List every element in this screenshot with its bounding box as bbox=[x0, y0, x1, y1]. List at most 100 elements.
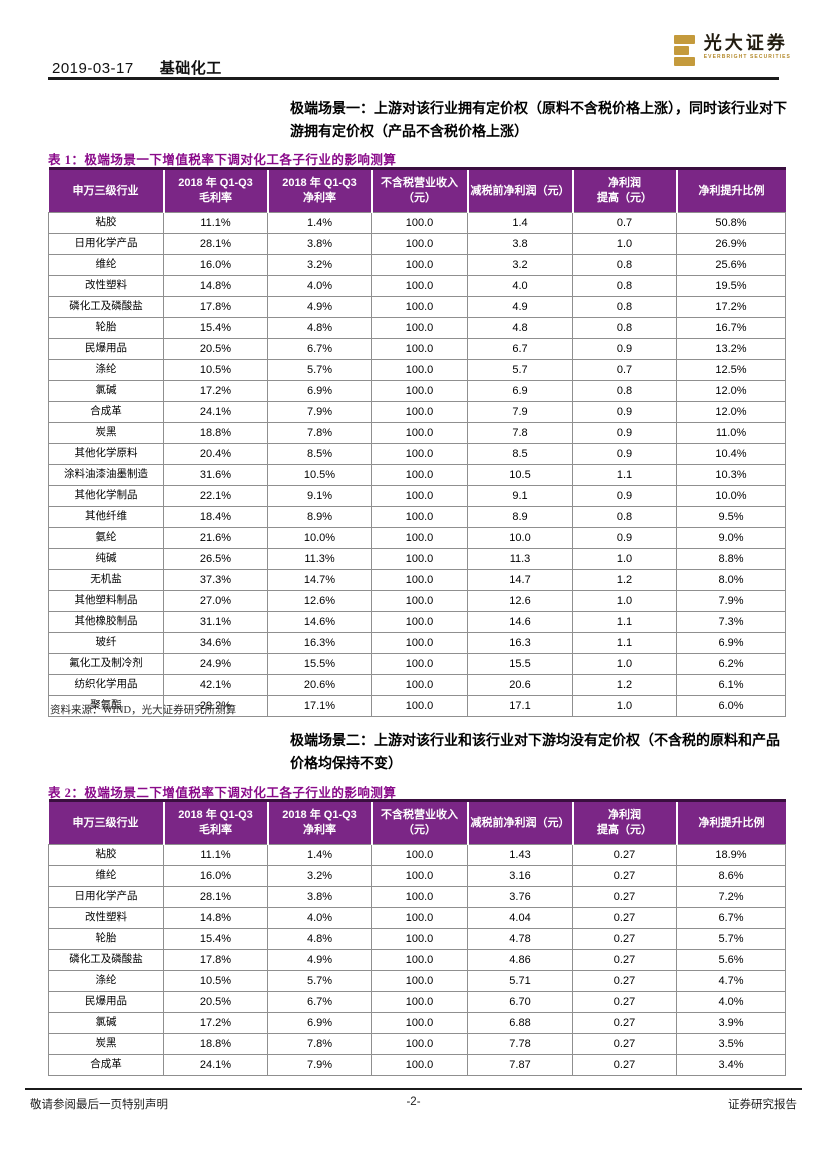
value-cell: 100.0 bbox=[371, 632, 468, 654]
table-row: 聚氨酯 29.2% 17.1% 100.0 17.1 1.0 6.0% bbox=[48, 695, 786, 717]
value-cell: 12.0% bbox=[676, 380, 786, 402]
industry-cell: 轮胎 bbox=[48, 928, 164, 950]
value-cell: 10.5 bbox=[467, 464, 573, 486]
logo-name-cn: 光大证券 bbox=[703, 33, 788, 53]
value-cell: 31.1% bbox=[163, 611, 268, 633]
value-cell: 8.9% bbox=[267, 506, 372, 528]
value-cell: 100.0 bbox=[371, 464, 468, 486]
industry-cell: 其他化学制品 bbox=[48, 485, 164, 507]
table-row: 涤纶 10.5% 5.7% 100.0 5.7 0.7 12.5% bbox=[48, 359, 786, 381]
value-cell: 100.0 bbox=[371, 401, 468, 423]
value-cell: 4.9% bbox=[267, 949, 372, 971]
value-cell: 17.8% bbox=[163, 296, 268, 318]
value-cell: 100.0 bbox=[371, 254, 468, 276]
value-cell: 4.0% bbox=[267, 275, 372, 297]
value-cell: 3.5% bbox=[676, 1033, 786, 1055]
value-cell: 6.1% bbox=[676, 674, 786, 696]
value-cell: 1.4% bbox=[267, 212, 372, 234]
table-row: 纺织化学用品 42.1% 20.6% 100.0 20.6 1.2 6.1% bbox=[48, 674, 786, 696]
value-cell: 15.4% bbox=[163, 317, 268, 339]
value-cell: 11.3% bbox=[267, 548, 372, 570]
value-cell: 0.9 bbox=[572, 422, 677, 444]
value-cell: 3.8 bbox=[467, 233, 573, 255]
value-cell: 11.3 bbox=[467, 548, 573, 570]
column-header: 不含税营业收入 （元） bbox=[370, 167, 468, 213]
logo-text-block: 光大证券 EVERBRIGHT SECURITIES bbox=[704, 34, 791, 60]
value-cell: 0.9 bbox=[572, 401, 677, 423]
column-header: 2018 年 Q1-Q3 毛利率 bbox=[162, 799, 268, 845]
industry-cell: 氯碱 bbox=[48, 380, 164, 402]
value-cell: 3.2% bbox=[267, 865, 372, 887]
value-cell: 6.70 bbox=[467, 991, 573, 1013]
value-cell: 100.0 bbox=[371, 907, 468, 929]
value-cell: 6.7 bbox=[467, 338, 573, 360]
industry-cell: 磷化工及磷酸盐 bbox=[48, 949, 164, 971]
scenario-two-text: 极端场景二：上游对该行业和该行业对下游均没有定价权（不含税的原料和产品价格均保持… bbox=[290, 734, 780, 772]
value-cell: 4.78 bbox=[467, 928, 573, 950]
value-cell: 4.04 bbox=[467, 907, 573, 929]
value-cell: 7.9% bbox=[267, 1054, 372, 1076]
table-row: 民爆用品 20.5% 6.7% 100.0 6.70 0.27 4.0% bbox=[48, 991, 786, 1013]
value-cell: 6.88 bbox=[467, 1012, 573, 1034]
value-cell: 4.86 bbox=[467, 949, 573, 971]
value-cell: 10.5% bbox=[267, 464, 372, 486]
column-header: 2018 年 Q1-Q3 净利率 bbox=[266, 799, 372, 845]
industry-cell: 玻纤 bbox=[48, 632, 164, 654]
value-cell: 3.2 bbox=[467, 254, 573, 276]
industry-cell: 聚氨酯 bbox=[48, 695, 164, 717]
value-cell: 9.1 bbox=[467, 485, 573, 507]
value-cell: 10.0% bbox=[676, 485, 786, 507]
value-cell: 4.0% bbox=[267, 907, 372, 929]
industry-cell: 其他橡胶制品 bbox=[48, 611, 164, 633]
table-row: 其他化学制品 22.1% 9.1% 100.0 9.1 0.9 10.0% bbox=[48, 485, 786, 507]
value-cell: 1.0 bbox=[572, 695, 677, 717]
industry-cell: 维纶 bbox=[48, 865, 164, 887]
table-row: 涤纶 10.5% 5.7% 100.0 5.71 0.27 4.7% bbox=[48, 970, 786, 992]
value-cell: 14.6 bbox=[467, 611, 573, 633]
industry-cell: 无机盐 bbox=[48, 569, 164, 591]
value-cell: 4.8% bbox=[267, 317, 372, 339]
value-cell: 100.0 bbox=[371, 1012, 468, 1034]
column-header: 不含税营业收入 （元） bbox=[370, 799, 468, 845]
table-row: 其他化学原料 20.4% 8.5% 100.0 8.5 0.9 10.4% bbox=[48, 443, 786, 465]
table-row: 轮胎 15.4% 4.8% 100.0 4.8 0.8 16.7% bbox=[48, 317, 786, 339]
report-date: 2019-03-17 bbox=[52, 60, 134, 77]
value-cell: 1.0 bbox=[572, 233, 677, 255]
value-cell: 6.9 bbox=[467, 380, 573, 402]
table-row: 其他纤维 18.4% 8.9% 100.0 8.9 0.8 9.5% bbox=[48, 506, 786, 528]
value-cell: 1.0 bbox=[572, 590, 677, 612]
value-cell: 16.7% bbox=[676, 317, 786, 339]
table-row: 合成革 24.1% 7.9% 100.0 7.9 0.9 12.0% bbox=[48, 401, 786, 423]
value-cell: 0.27 bbox=[572, 886, 677, 908]
industry-cell: 轮胎 bbox=[48, 317, 164, 339]
value-cell: 15.4% bbox=[163, 928, 268, 950]
value-cell: 100.0 bbox=[371, 422, 468, 444]
value-cell: 17.8% bbox=[163, 949, 268, 971]
table-row: 无机盐 37.3% 14.7% 100.0 14.7 1.2 8.0% bbox=[48, 569, 786, 591]
value-cell: 9.0% bbox=[676, 527, 786, 549]
value-cell: 24.1% bbox=[163, 401, 268, 423]
table-row: 磷化工及磷酸盐 17.8% 4.9% 100.0 4.9 0.8 17.2% bbox=[48, 296, 786, 318]
value-cell: 8.9 bbox=[467, 506, 573, 528]
value-cell: 0.8 bbox=[572, 380, 677, 402]
industry-cell: 其他纤维 bbox=[48, 506, 164, 528]
value-cell: 3.76 bbox=[467, 886, 573, 908]
value-cell: 0.8 bbox=[572, 254, 677, 276]
value-cell: 11.1% bbox=[163, 212, 268, 234]
value-cell: 24.1% bbox=[163, 1054, 268, 1076]
value-cell: 0.27 bbox=[572, 1012, 677, 1034]
value-cell: 20.6 bbox=[467, 674, 573, 696]
report-category: 基础化工 bbox=[159, 61, 222, 77]
value-cell: 5.7% bbox=[676, 928, 786, 950]
value-cell: 6.9% bbox=[267, 380, 372, 402]
value-cell: 100.0 bbox=[371, 233, 468, 255]
value-cell: 18.4% bbox=[163, 506, 268, 528]
value-cell: 100.0 bbox=[371, 991, 468, 1013]
value-cell: 100.0 bbox=[371, 317, 468, 339]
value-cell: 3.4% bbox=[676, 1054, 786, 1076]
column-header: 2018 年 Q1-Q3 净利率 bbox=[266, 167, 372, 213]
value-cell: 10.4% bbox=[676, 443, 786, 465]
table-row: 日用化学产品 28.1% 3.8% 100.0 3.8 1.0 26.9% bbox=[48, 233, 786, 255]
column-header: 净利提升比例 bbox=[675, 799, 786, 845]
